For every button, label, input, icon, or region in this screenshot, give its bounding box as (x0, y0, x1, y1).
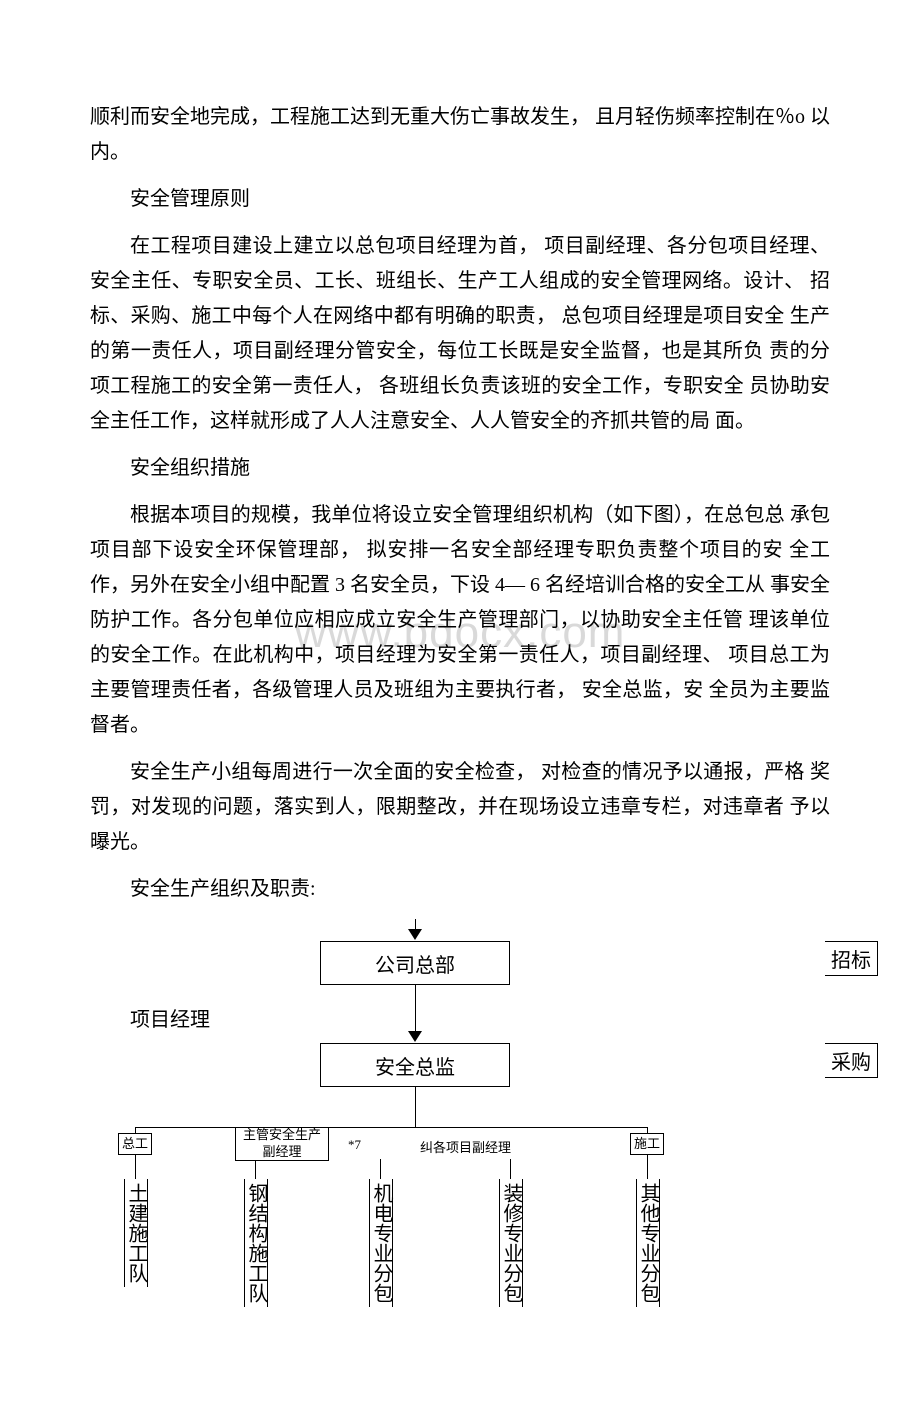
node-chief-engineer: 总工 (118, 1133, 152, 1155)
node-team-civil: 土建施工队 (124, 1179, 148, 1287)
connector-line (415, 1087, 416, 1127)
node-procurement: 采购 (825, 1043, 878, 1078)
node-company-hq: 公司总部 (320, 941, 510, 985)
org-flowchart: 公司总部 安全总监 项目经理 招标 采购 总工 主管安全生产 副经理 *7 纠各… (90, 919, 830, 1409)
node-team-decoration: 装修专业分包 (499, 1179, 523, 1307)
label-sub-pm: 纠各项目副经理 (420, 1137, 511, 1156)
heading-org-chart: 安全生产组织及职责: (90, 872, 830, 907)
node-construction: 施工 (630, 1133, 664, 1155)
node-deputy-line2: 副经理 (262, 1144, 301, 1161)
arrow-icon (408, 1031, 422, 1042)
node-deputy-manager: 主管安全生产 副经理 (235, 1127, 329, 1161)
node-bidding: 招标 (825, 941, 878, 976)
connector-line (510, 1159, 511, 1179)
connector-line (135, 1127, 647, 1128)
connector-line (647, 1127, 648, 1133)
heading-measures: 安全组织措施 (90, 451, 830, 486)
paragraph-principle: 在工程项目建设上建立以总包项目经理为首， 项目副经理、各分包项目经理、 安全主任… (90, 229, 830, 439)
node-deputy-line1: 主管安全生产 (243, 1127, 321, 1144)
label-star7: *7 (348, 1137, 361, 1153)
label-project-manager: 项目经理 (130, 1003, 210, 1032)
connector-line (415, 985, 416, 1033)
heading-principle: 安全管理原则 (90, 182, 830, 217)
paragraph-intro: 顺利而安全地完成，工程施工达到无重大伤亡事故发生， 且月轻伤频率控制在％o 以内… (90, 100, 830, 170)
node-safety-director: 安全总监 (320, 1043, 510, 1087)
paragraph-inspection: 安全生产小组每周进行一次全面的安全检查， 对检查的情况予以通报，严格 奖罚，对发… (90, 755, 830, 860)
connector-line (255, 1161, 256, 1179)
connector-line (380, 1159, 381, 1179)
paragraph-measures: 根据本项目的规模，我单位将设立安全管理组织机构（如下图），在总包总 承包项目部下… (90, 498, 830, 743)
connector-line (647, 1155, 648, 1179)
connector-line (135, 1155, 136, 1179)
connector-line (135, 1127, 136, 1133)
node-team-steel: 钢结构施工队 (244, 1179, 268, 1307)
arrow-icon (408, 929, 422, 940)
node-team-other: 其他专业分包 (636, 1179, 660, 1307)
node-team-mep: 机电专业分包 (369, 1179, 393, 1307)
